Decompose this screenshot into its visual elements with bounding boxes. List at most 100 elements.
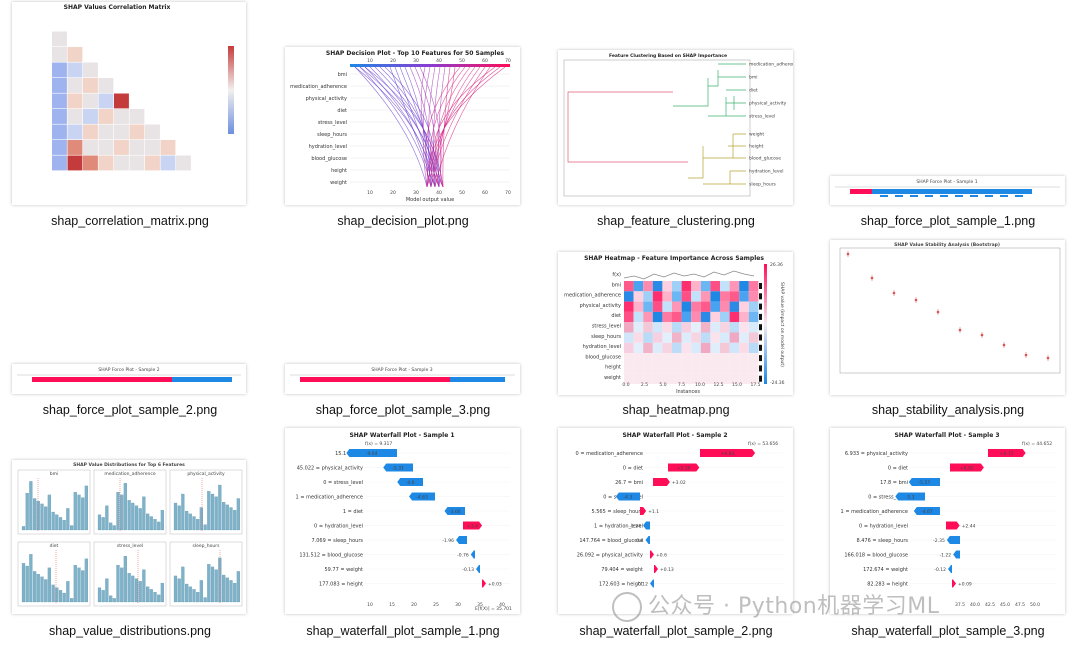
dist-bar (153, 519, 157, 531)
dist-bar (62, 519, 66, 531)
force-segment (970, 195, 978, 197)
heatmap-cell (700, 322, 711, 333)
heatmap-cell (691, 311, 701, 323)
dist-bar (173, 575, 178, 603)
corr-cell (145, 140, 160, 155)
heatmap-title: SHAP Heatmap - Feature Importance Across… (584, 255, 764, 262)
wf-feature-label: 26.092 = physical_activity (577, 553, 643, 559)
dist-bar (196, 519, 200, 531)
heatmap-cell (739, 311, 749, 323)
wf-bar (470, 550, 475, 559)
force-segment (1015, 195, 1023, 197)
wf-feature-label: 5.565 = sleep_hours (591, 509, 643, 515)
corr-cell (98, 78, 114, 93)
wf-bar (650, 550, 654, 559)
decision-colorbar (350, 64, 510, 67)
corr-cell (129, 109, 145, 124)
decision-line (422, 66, 431, 188)
wf-bar-value: -1.24 (629, 523, 641, 529)
wf-feature-label: 0 = hydration_level (314, 524, 363, 530)
dist-bar (134, 578, 139, 603)
heatmap-cell (691, 332, 701, 343)
heatmap-cell (710, 291, 720, 302)
wf-tick: 40 (499, 602, 505, 608)
stability-chart: SHAP Value Stability Analysis (Bootstrap… (839, 242, 1061, 374)
dist-bar (142, 569, 146, 603)
wf-feature-label: 0 = stress_level (868, 495, 908, 501)
wf3-title: SHAP Waterfall Plot - Sample 3 (894, 432, 999, 439)
decision-xlabel: Model output value (406, 197, 454, 203)
dist-bar (149, 516, 153, 531)
corr-cell (52, 140, 67, 155)
heatmap-cell (729, 353, 740, 364)
dist-bar (69, 598, 74, 603)
decision-line (359, 66, 436, 188)
dist-bar (185, 510, 189, 531)
wf-bar-value: +0.6 (656, 552, 667, 558)
heatmap-cell (700, 311, 711, 323)
dist-bar (153, 592, 157, 603)
corr-cell (52, 124, 67, 140)
dist-bar (29, 554, 33, 603)
wf-bar (913, 507, 940, 515)
wf-bar-value: -4.67 (921, 509, 933, 515)
heatmap-cell (652, 363, 663, 374)
wf-bar-value: +6.05 (960, 465, 974, 471)
heatmap-cell (672, 291, 682, 302)
corr-cell (83, 62, 98, 78)
heatmap-cell (624, 322, 634, 333)
cluster-leaf-label: stress_level (749, 114, 775, 120)
heatmap-cell (748, 332, 759, 343)
heatmap-cell (681, 281, 692, 292)
heatmap-tick: 7.5 (678, 382, 685, 388)
heatmap-cell (739, 322, 749, 333)
wf-feature-label: 0 = medication_adherence (576, 451, 643, 457)
wf-feature-label: 131.512 = blood_glucose (299, 553, 363, 559)
dist-bar (25, 565, 29, 603)
heatmap-cell (624, 373, 634, 384)
wf-feature-label: 1 = diet (343, 509, 363, 515)
wf-bar-value: +0.09 (958, 581, 972, 587)
dist-bar (236, 571, 240, 603)
heatmap-cell (624, 291, 634, 302)
dist-bar (229, 580, 233, 603)
decision-line (404, 66, 428, 188)
dist-bar (192, 589, 196, 603)
wf-tick: 30 (455, 602, 461, 608)
file-name: shap_waterfall_plot_sample_1.png (306, 624, 500, 638)
heatmap-cell (700, 291, 711, 302)
heatmap-cell (710, 373, 720, 384)
dist-bar (134, 505, 139, 531)
heatmap-chart: SHAP Heatmap - Feature Importance Across… (564, 255, 785, 395)
decision-tick: 40 (436, 58, 442, 64)
dist-bar (112, 525, 116, 531)
heatmap-cell (700, 301, 711, 312)
heatmap-cell (662, 301, 672, 312)
corr-cell (52, 62, 67, 78)
heatmap-cell (748, 322, 759, 333)
wf-bar (643, 521, 650, 530)
dist-bar (123, 555, 128, 603)
heatmap-importance-bar (759, 283, 762, 289)
cluster-title: Feature Clustering Based on SHAP Importa… (609, 53, 727, 59)
file-name: shap_value_distributions.png (49, 624, 211, 638)
wf-bar (650, 579, 654, 588)
heatmap-cell (652, 291, 663, 302)
corr-cell (83, 78, 98, 93)
corr-cell (83, 109, 98, 124)
decision-feature-label: stress_level (318, 120, 347, 126)
dist-bar (33, 571, 37, 603)
heatmap-cell (662, 342, 672, 354)
heatmap-cell (710, 311, 720, 323)
heatmap-cb-top: 26.36 (770, 262, 783, 268)
dist-bar (123, 483, 128, 531)
dist-bar (233, 582, 237, 603)
dist-bar (160, 510, 164, 531)
wf-bar (950, 463, 984, 472)
dist-bar (149, 589, 153, 603)
dist-bar (222, 501, 226, 531)
heatmap-cell (710, 332, 720, 343)
heatmap-cell (729, 363, 740, 374)
dist-bar (51, 584, 55, 603)
decision-feature-label: medication_adherence (290, 84, 347, 90)
